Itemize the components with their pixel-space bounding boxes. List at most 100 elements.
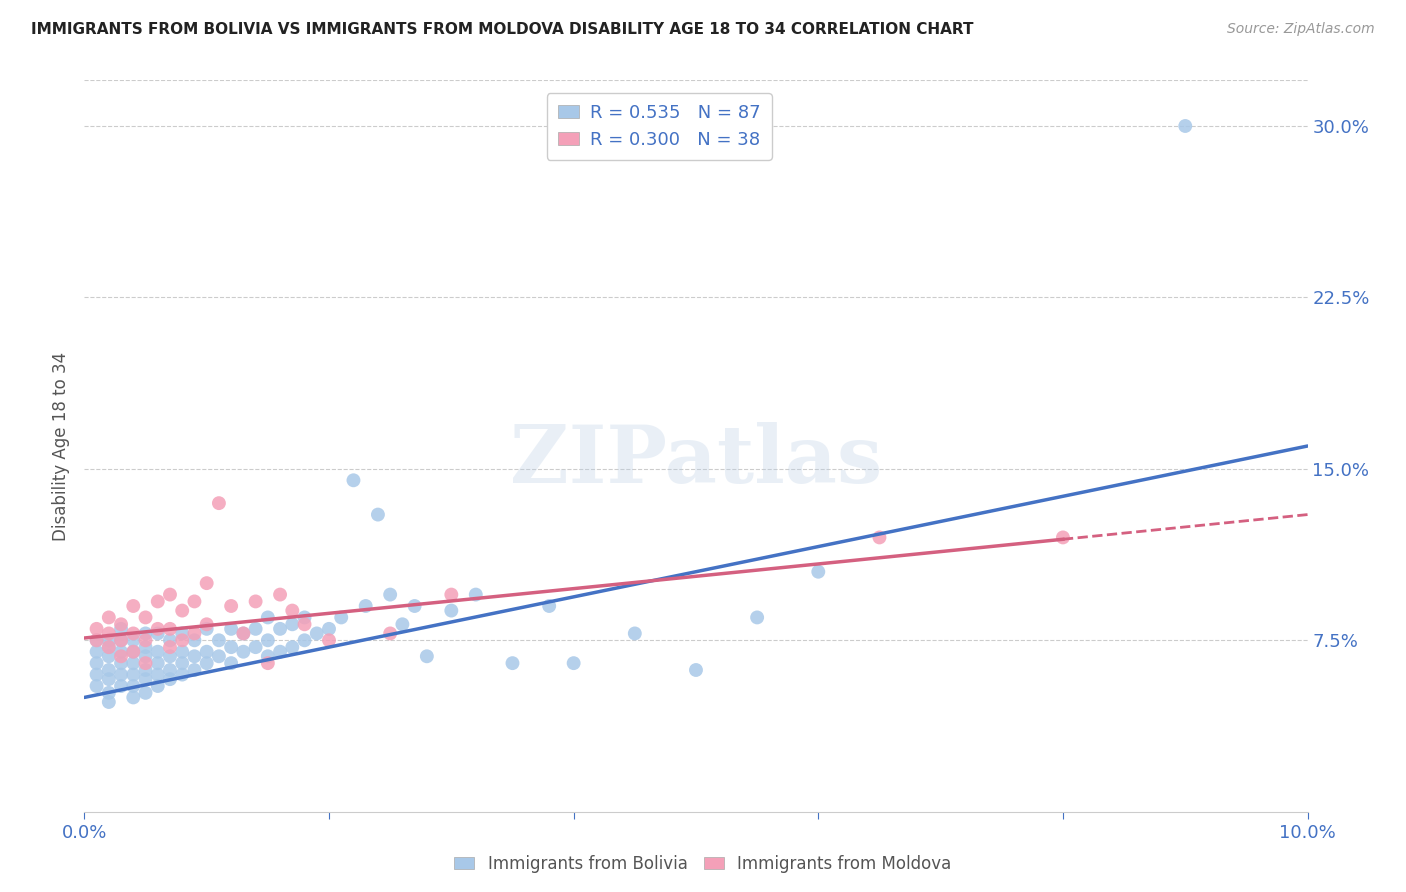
Point bbox=[195, 645, 218, 659]
Point bbox=[195, 617, 218, 632]
Point bbox=[159, 588, 181, 602]
Point bbox=[172, 667, 194, 681]
Point bbox=[135, 640, 157, 655]
Point bbox=[159, 649, 181, 664]
Point bbox=[281, 617, 304, 632]
Point bbox=[183, 663, 205, 677]
Point bbox=[135, 656, 157, 670]
Point bbox=[416, 649, 439, 664]
Point bbox=[146, 667, 169, 681]
Point bbox=[257, 656, 280, 670]
Point bbox=[257, 633, 280, 648]
Point bbox=[110, 667, 132, 681]
Point bbox=[208, 496, 231, 510]
Point bbox=[183, 626, 205, 640]
Point bbox=[122, 645, 145, 659]
Point bbox=[183, 649, 205, 664]
Point bbox=[97, 686, 120, 700]
Point bbox=[122, 667, 145, 681]
Point bbox=[380, 588, 402, 602]
Point bbox=[440, 588, 463, 602]
Point bbox=[122, 690, 145, 705]
Point bbox=[219, 640, 242, 655]
Point bbox=[159, 672, 181, 686]
Point bbox=[146, 679, 169, 693]
Point bbox=[86, 622, 108, 636]
Point bbox=[122, 645, 145, 659]
Point bbox=[380, 626, 402, 640]
Point bbox=[685, 663, 707, 677]
Point bbox=[86, 656, 108, 670]
Point bbox=[172, 656, 194, 670]
Point bbox=[135, 663, 157, 677]
Text: ZIPatlas: ZIPatlas bbox=[510, 422, 882, 500]
Point bbox=[86, 667, 108, 681]
Point bbox=[318, 622, 340, 636]
Point bbox=[294, 610, 316, 624]
Point bbox=[305, 626, 328, 640]
Legend: R = 0.535   N = 87, R = 0.300   N = 38: R = 0.535 N = 87, R = 0.300 N = 38 bbox=[547, 93, 772, 160]
Point bbox=[159, 640, 181, 655]
Point bbox=[122, 679, 145, 693]
Point bbox=[122, 626, 145, 640]
Point bbox=[159, 622, 181, 636]
Legend: Immigrants from Bolivia, Immigrants from Moldova: Immigrants from Bolivia, Immigrants from… bbox=[447, 848, 959, 880]
Point bbox=[318, 633, 340, 648]
Point bbox=[232, 645, 254, 659]
Point bbox=[110, 645, 132, 659]
Point bbox=[183, 633, 205, 648]
Point bbox=[110, 617, 132, 632]
Point bbox=[146, 594, 169, 608]
Point bbox=[562, 656, 585, 670]
Point bbox=[281, 640, 304, 655]
Point bbox=[146, 656, 169, 670]
Point bbox=[135, 626, 157, 640]
Point bbox=[135, 633, 157, 648]
Point bbox=[135, 686, 157, 700]
Point bbox=[208, 633, 231, 648]
Point bbox=[146, 645, 169, 659]
Point bbox=[257, 649, 280, 664]
Point bbox=[330, 610, 353, 624]
Point bbox=[86, 633, 108, 648]
Point bbox=[97, 649, 120, 664]
Point bbox=[122, 599, 145, 613]
Point bbox=[1174, 119, 1197, 133]
Point bbox=[110, 649, 132, 664]
Point bbox=[195, 576, 218, 591]
Point bbox=[97, 640, 120, 655]
Point bbox=[110, 633, 132, 648]
Point bbox=[294, 617, 316, 632]
Point bbox=[135, 649, 157, 664]
Point bbox=[807, 565, 830, 579]
Point bbox=[97, 626, 120, 640]
Point bbox=[281, 604, 304, 618]
Point bbox=[219, 622, 242, 636]
Point bbox=[219, 656, 242, 670]
Point bbox=[269, 622, 291, 636]
Point bbox=[245, 594, 267, 608]
Point bbox=[219, 599, 242, 613]
Point bbox=[232, 626, 254, 640]
Point bbox=[538, 599, 561, 613]
Point bbox=[391, 617, 413, 632]
Point bbox=[294, 633, 316, 648]
Point bbox=[122, 633, 145, 648]
Point bbox=[110, 679, 132, 693]
Point bbox=[440, 604, 463, 618]
Point bbox=[245, 622, 267, 636]
Point bbox=[97, 663, 120, 677]
Point bbox=[367, 508, 389, 522]
Point bbox=[159, 663, 181, 677]
Point bbox=[122, 656, 145, 670]
Point bbox=[110, 622, 132, 636]
Text: IMMIGRANTS FROM BOLIVIA VS IMMIGRANTS FROM MOLDOVA DISABILITY AGE 18 TO 34 CORRE: IMMIGRANTS FROM BOLIVIA VS IMMIGRANTS FR… bbox=[31, 22, 973, 37]
Point bbox=[146, 622, 169, 636]
Point bbox=[245, 640, 267, 655]
Point bbox=[269, 588, 291, 602]
Point bbox=[135, 672, 157, 686]
Point bbox=[97, 633, 120, 648]
Point bbox=[159, 633, 181, 648]
Point bbox=[747, 610, 769, 624]
Point bbox=[464, 588, 486, 602]
